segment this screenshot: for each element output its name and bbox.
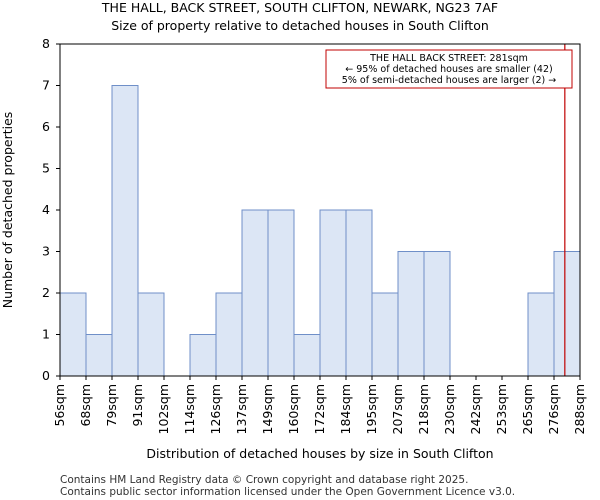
annotation-line-1: THE HALL BACK STREET: 281sqm	[369, 53, 528, 64]
chart-subtitle: Size of property relative to detached ho…	[111, 18, 489, 33]
y-tick-label: 3	[42, 244, 50, 259]
x-axis: 56sqm 68sqm 79sqm 91sqm 102sqm 114sqm 126sqm 13…	[52, 376, 587, 434]
chart-title: THE HALL, BACK STREET, SOUTH CLIFTON, NE…	[101, 0, 499, 15]
x-tick-label: 149sqm	[260, 384, 275, 434]
bar-160sqm	[293, 334, 321, 377]
bar-195sqm	[371, 292, 399, 377]
x-tick-label: 195sqm	[364, 384, 379, 434]
footer-line-1: Contains HM Land Registry data © Crown c…	[60, 474, 469, 486]
x-tick-label: 126sqm	[208, 384, 223, 434]
y-tick-label: 0	[42, 368, 50, 383]
bar-91sqm	[137, 292, 165, 377]
bar-126sqm	[215, 292, 243, 377]
x-tick-label: 276sqm	[546, 384, 561, 434]
footer-line-2: Contains public sector information licen…	[60, 486, 516, 498]
annotation-line-2: ← 95% of detached houses are smaller (42…	[345, 64, 552, 75]
bar-79sqm	[111, 85, 139, 377]
bar-149sqm	[267, 209, 295, 377]
x-tick-label: 207sqm	[390, 384, 405, 434]
x-tick-label: 56sqm	[52, 384, 67, 427]
y-tick-label: 2	[42, 285, 50, 300]
y-tick-label: 7	[42, 78, 50, 93]
bar-276sqm	[553, 251, 581, 377]
bar-172sqm	[319, 209, 347, 377]
x-tick-label: 91sqm	[130, 384, 145, 427]
bar-114sqm	[189, 334, 217, 377]
bar-218sqm	[423, 251, 451, 377]
x-tick-label: 288sqm	[572, 384, 587, 434]
bar-137sqm	[241, 209, 269, 377]
annotation-line-3: 5% of semi-detached houses are larger (2…	[342, 75, 556, 86]
histogram-chart: 0 1 2 3 4 5 6 7 8 56sqm 68sqm 79sqm 91sqm 102sqm 114s…	[0, 36, 587, 461]
x-tick-label: 68sqm	[78, 384, 93, 427]
y-tick-label: 5	[42, 161, 50, 176]
y-tick-label: 4	[42, 202, 50, 217]
x-axis-label: Distribution of detached houses by size …	[146, 446, 493, 461]
x-tick-label: 265sqm	[520, 384, 535, 434]
bar-184sqm	[345, 209, 373, 377]
bar-265sqm	[527, 292, 555, 377]
y-tick-label: 6	[42, 119, 50, 134]
x-tick-label: 172sqm	[312, 384, 327, 434]
annotation-box: THE HALL BACK STREET: 281sqm ← 95% of de…	[325, 49, 573, 89]
bar-68sqm	[85, 334, 113, 377]
bar-56sqm	[59, 292, 87, 377]
y-axis-label: Number of detached properties	[0, 112, 15, 309]
y-axis: 0 1 2 3 4 5 6 7 8	[42, 36, 60, 383]
x-tick-label: 230sqm	[442, 384, 457, 434]
x-tick-label: 184sqm	[338, 384, 353, 434]
x-tick-label: 102sqm	[156, 384, 171, 434]
bars-group	[59, 85, 581, 377]
x-tick-label: 137sqm	[234, 384, 249, 434]
x-tick-label: 218sqm	[416, 384, 431, 434]
y-tick-label: 1	[42, 327, 50, 342]
x-tick-label: 160sqm	[286, 384, 301, 434]
annotation-border	[325, 49, 573, 89]
x-tick-label: 79sqm	[104, 384, 119, 427]
bar-207sqm	[397, 251, 425, 377]
x-tick-label: 253sqm	[494, 384, 509, 434]
y-tick-label: 8	[42, 36, 50, 51]
x-tick-label: 114sqm	[182, 384, 197, 434]
x-tick-label: 242sqm	[468, 384, 483, 434]
